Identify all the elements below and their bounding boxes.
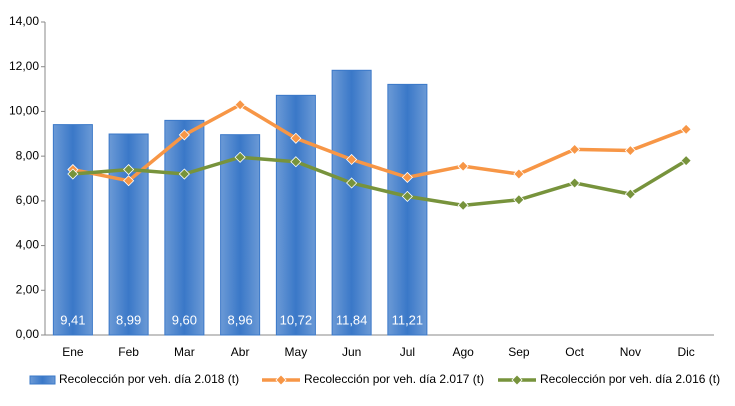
bar: [164, 119, 205, 336]
marker: [123, 175, 135, 187]
legend-label: Recolección por veh. día 2.016 (t): [540, 372, 720, 386]
marker: [123, 163, 135, 176]
data-label: 9,60: [172, 312, 197, 327]
marker: [513, 194, 525, 206]
bar: [220, 134, 261, 336]
y-tick-label: 6,00: [16, 193, 40, 207]
data-label: 10,72: [280, 312, 313, 327]
data-label: 11,84: [336, 312, 368, 327]
x-tick-label: Abr: [231, 345, 250, 359]
y-tick-label: 14,00: [9, 14, 39, 28]
marker: [457, 160, 469, 172]
data-label: 11,21: [392, 312, 424, 327]
y-tick-label: 2,00: [16, 282, 40, 296]
marker: [680, 155, 692, 167]
line: [72, 102, 687, 183]
legend-label: Recolección por veh. día 2.018 (t): [59, 372, 239, 386]
y-tick-label: 10,00: [9, 104, 39, 118]
marker: [290, 132, 302, 144]
x-tick-label: Dic: [677, 345, 694, 359]
marker: [290, 156, 302, 168]
marker: [178, 129, 190, 141]
marker: [624, 188, 636, 200]
data-label: 8,96: [227, 312, 252, 327]
data-label: 9,41: [60, 312, 85, 327]
x-tick-label: Ene: [62, 345, 84, 359]
line: [72, 155, 688, 208]
marker: [401, 190, 413, 202]
marker: [67, 168, 79, 180]
marker: [401, 171, 413, 183]
marker: [457, 199, 469, 211]
data-label: 8,99: [116, 312, 141, 327]
marker: [234, 99, 246, 111]
marker: [680, 123, 692, 135]
legend-marker: [275, 374, 287, 386]
legend-marker: [511, 374, 523, 386]
marker: [513, 168, 525, 180]
x-tick-label: Mar: [174, 345, 195, 359]
x-tick-label: Jul: [400, 345, 415, 359]
bar: [331, 69, 372, 336]
bar: [52, 124, 93, 336]
marker: [624, 144, 636, 157]
marker: [234, 151, 246, 163]
bar: [387, 83, 428, 336]
marker: [178, 168, 190, 180]
marker: [346, 153, 358, 166]
y-tick-label: 8,00: [16, 148, 40, 162]
y-tick-label: 0,00: [16, 327, 40, 341]
legend-swatch: [29, 375, 56, 385]
x-tick-label: Ago: [452, 345, 474, 359]
y-tick-label: 4,00: [16, 238, 40, 252]
marker: [346, 177, 358, 189]
x-tick-label: Oct: [565, 345, 584, 359]
legend-label: Recolección por veh. día 2.017 (t): [304, 372, 484, 386]
x-tick-label: Nov: [620, 345, 641, 359]
x-tick-label: May: [285, 345, 308, 359]
x-tick-label: Feb: [118, 345, 139, 359]
marker: [569, 143, 581, 156]
marker: [569, 177, 581, 189]
y-tick-label: 12,00: [9, 59, 39, 73]
x-tick-label: Sep: [508, 345, 530, 359]
x-tick-label: Jun: [342, 345, 361, 359]
